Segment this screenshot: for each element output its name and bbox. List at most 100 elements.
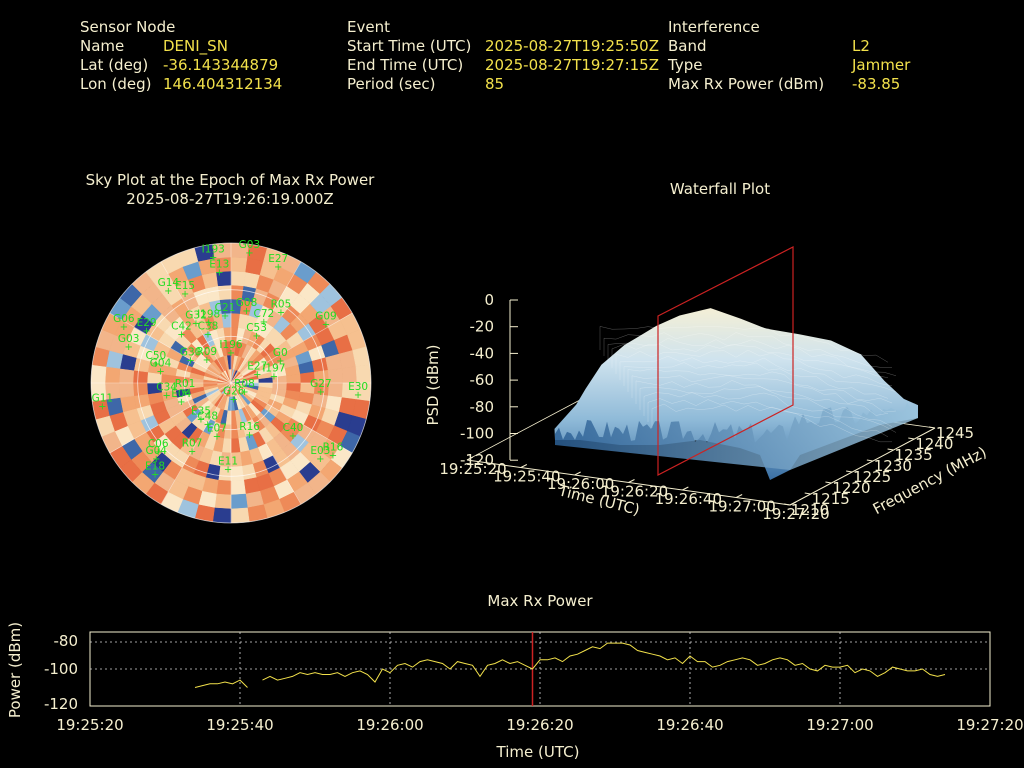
satellite-plus-icon: + [154,447,162,458]
period-label: Period (sec) [347,75,436,93]
waterfall-z-tick-label: -40 [470,344,495,362]
sky-heat-cell [217,284,232,300]
waterfall-y-tick [804,492,811,495]
satellite-label: I197 [262,362,285,374]
sky-heatmap [91,243,371,523]
satellite-plus-icon: + [203,355,211,366]
waterfall-plot: 0-20-40-60-80-100-12019:25:2019:25:4019:… [424,246,990,523]
event-panel: Event Start Time (UTC) 2025-08-27T19:25:5… [347,18,659,94]
satellite-marker: +C53 [246,322,267,342]
satellite-label: E35 [191,406,211,418]
satellite-plus-icon: + [152,359,160,370]
interference-panel: Interference Band L2 Type Jammer Max Rx Po… [668,18,910,94]
satellite-marker: +G06 [113,313,135,333]
sky-heat-cell [212,243,232,259]
satellite-plus-icon: + [124,342,132,353]
waterfall-ridge [643,392,897,433]
max-power-y-label: Power (dBm) [6,622,24,718]
satellite-marker: +G09 [315,311,337,331]
satellite-plus-icon: + [240,387,248,398]
waterfall-z-tick-label: 0 [484,291,494,309]
max-power-ticks: 19:25:20 19:25:40 19:26:00 19:26:20 19:26:40… [44,632,1024,734]
sensor-node-title: Sensor Node [80,18,176,36]
satellite-label: R05 [271,299,292,311]
name-value: DENI_SN [163,37,228,55]
satellite-plus-icon: + [221,311,229,322]
satellite-plus-icon: + [192,318,200,329]
satellite-marker: +E27 [247,360,267,380]
satellite-marker: +E11 [218,456,238,476]
max-power-chart: 19:25:20 19:25:40 19:26:00 19:26:20 19:26:40… [6,622,1024,761]
waterfall-ridge [619,355,897,393]
type-value: Jammer [852,56,911,74]
satellite-label: C21 [215,302,236,314]
satellite-label: G08 [236,297,258,309]
sky-heat-cell [230,493,248,510]
waterfall-epoch-plane [657,246,794,476]
satellite-plus-icon: + [162,390,170,401]
satellite-label: G09 [315,311,337,323]
satellite-marker: +G08 [236,297,258,317]
band-label: Band [668,37,707,55]
satellite-label: G32 [185,309,207,321]
waterfall-y-tick-label: 1230 [874,457,912,475]
satellite-label: C40 [283,422,304,434]
waterfall-z-tick-label: -120 [460,451,494,469]
satellite-marker: +E27 [268,253,288,273]
satellite-plus-icon: + [186,356,194,367]
satellite-marker: +G03 [239,239,261,259]
satellite-label: G06 [113,313,135,325]
satellite-marker: +R01 [175,378,196,398]
satellite-marker: +E07 [207,423,227,443]
waterfall-x-tick-label: 19:27:20 [762,505,829,523]
satellite-plus-icon: + [274,262,282,273]
waterfall-y-tick-label: 1220 [832,479,870,497]
satellite-plus-icon: + [156,367,164,378]
satellite-marker: +R16 [323,441,344,461]
sky-heat-cell [214,493,232,510]
sky-heat-cell [91,382,107,402]
satellite-label: I193 [202,244,225,256]
satellite-label: C06 [148,438,169,450]
satellite-plus-icon: + [203,419,211,430]
max-power-y-tick-label: -100 [44,660,78,678]
waterfall-y-tick [887,448,894,451]
waterfall-x-tick [789,501,797,506]
sky-heat-cell [132,382,148,397]
waterfall-z-tick-label: -80 [470,398,495,416]
sky-azimuth-spoke [109,312,232,384]
max-power-x-tick-label: 19:27:00 [806,716,873,734]
satellite-marker: +E15 [175,280,195,300]
lon-value: 146.404312134 [163,75,283,93]
waterfall-x-tick-label: 19:26:40 [655,490,722,508]
waterfall-y-tick-label: 1210 [791,501,829,519]
waterfall-y-tick [846,470,853,473]
satellite-marker: +I197 [262,362,285,382]
waterfall-y-tick-label: 1240 [915,435,953,453]
satellite-label: R01 [175,378,196,390]
satellite-plus-icon: + [322,320,330,331]
sky-azimuth-spoke [160,261,232,384]
satellite-label: G04 [150,358,172,370]
satellite-marker: +G04 [145,445,167,465]
satellite-plus-icon: + [152,454,160,465]
satellite-label: C38 [198,321,219,333]
sky-heat-cell [118,368,135,384]
max-power-value: -83.85 [852,75,901,93]
satellite-label: G11 [92,393,114,405]
waterfall-y-tick [928,426,936,429]
sky-heat-cell [230,466,245,482]
satellite-plus-icon: + [252,331,260,342]
name-label: Name [80,37,125,55]
satellite-plus-icon: + [289,431,297,442]
lon-label: Lon (deg) [80,75,152,93]
satellite-plus-icon: + [177,330,185,341]
start-time-label: Start Time (UTC) [347,37,472,55]
satellite-label: R08 [234,378,255,390]
satellite-label: G0 [273,347,288,359]
satellite-label: E15 [175,280,195,292]
waterfall-x-tick-label: 19:27:00 [708,498,775,516]
satellite-marker: +C34 [156,381,177,401]
satellite-label: E03 [310,445,330,457]
lat-value: -36.143344879 [163,56,279,74]
